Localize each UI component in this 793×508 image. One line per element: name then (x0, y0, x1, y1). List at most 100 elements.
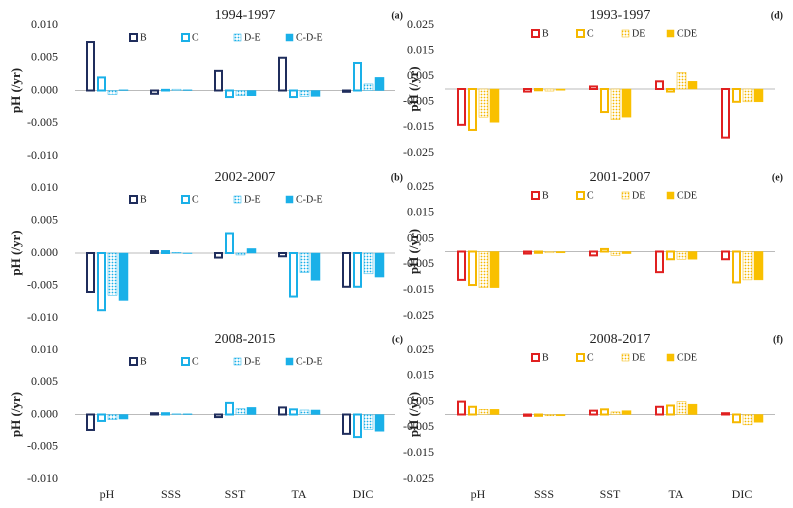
bar (655, 405, 664, 416)
bar (555, 251, 566, 254)
bar (687, 251, 698, 260)
bar (107, 90, 118, 95)
y-axis-label: pH (/yr) (406, 66, 421, 111)
bar (732, 88, 741, 103)
legend-swatch (531, 191, 540, 200)
bar (289, 252, 298, 298)
bar (235, 408, 246, 415)
y-tick-label: 0.000 (31, 406, 58, 420)
x-tick-label: DIC (353, 487, 374, 501)
bar (666, 88, 675, 93)
bar (489, 251, 500, 288)
bar (363, 252, 374, 275)
bar (610, 251, 621, 256)
y-tick-label: 0.000 (31, 82, 58, 96)
y-tick-label: 0.010 (31, 180, 58, 194)
bar (235, 90, 246, 96)
bar (742, 414, 753, 426)
bar (225, 401, 234, 416)
legend-swatch (285, 195, 294, 204)
bar (161, 88, 170, 92)
bar (161, 250, 170, 255)
y-tick-label: -0.015 (403, 445, 434, 459)
bar (721, 250, 730, 261)
y-tick-label: 0.025 (407, 342, 434, 356)
bar (171, 413, 182, 415)
x-tick-label: TA (291, 487, 306, 501)
legend-label: C-D-E (296, 194, 323, 205)
bar (523, 413, 532, 417)
bar (555, 414, 566, 417)
bar (742, 88, 753, 103)
bar (289, 89, 298, 99)
bar (732, 413, 741, 424)
bar (118, 414, 129, 420)
y-tick-label: 0.025 (407, 179, 434, 193)
legend-label: DE (632, 352, 645, 363)
bar (655, 80, 664, 90)
y-tick-label: -0.010 (27, 148, 58, 162)
bar (97, 413, 106, 422)
bar (214, 413, 223, 419)
legend-swatch (576, 29, 585, 38)
bar (171, 88, 182, 91)
legend-label: C (192, 194, 199, 205)
legend-label: CDE (677, 352, 697, 363)
legend-label: CDE (677, 28, 697, 39)
legend-swatch (129, 195, 138, 204)
bar (600, 88, 609, 114)
bar (278, 406, 287, 416)
chart-title: 2002-2007 (215, 170, 276, 185)
panel-label: (c) (392, 334, 403, 345)
legend-swatch (621, 29, 630, 38)
bar (353, 252, 362, 288)
bar (523, 250, 532, 255)
legend-swatch (285, 357, 294, 366)
bar (621, 88, 632, 118)
bar (621, 251, 632, 254)
y-tick-label: -0.005 (403, 419, 434, 433)
legend-label: C-D-E (296, 356, 323, 367)
legend-label: B (542, 28, 549, 39)
y-tick-label: -0.005 (27, 115, 58, 129)
bar (150, 412, 159, 416)
y-tick-label: 0.015 (407, 368, 434, 382)
y-axis-label: pH (/yr) (8, 68, 23, 113)
legend-swatch (666, 353, 675, 362)
bar (687, 81, 698, 90)
bar (666, 250, 675, 261)
legend-label: C (587, 352, 594, 363)
y-tick-label: -0.005 (403, 94, 434, 108)
legend-label: DE (632, 28, 645, 39)
bar (86, 41, 95, 92)
bar (363, 414, 374, 430)
legend-swatch (233, 357, 242, 366)
x-tick-label: SSS (161, 487, 181, 501)
legend-label: B (140, 194, 147, 205)
bar (374, 414, 385, 432)
bar (555, 88, 566, 91)
legend-swatch (181, 33, 190, 42)
bar (610, 411, 621, 415)
bar (171, 252, 182, 254)
bar (732, 250, 741, 284)
bar (214, 252, 223, 259)
legend-swatch (129, 33, 138, 42)
bar (246, 248, 257, 254)
bar (150, 89, 159, 95)
y-tick-label: 0.015 (407, 42, 434, 56)
legend-label: CDE (677, 190, 697, 201)
y-tick-label: -0.010 (27, 471, 58, 485)
bar (299, 90, 310, 97)
bar (621, 410, 632, 415)
bar (353, 413, 362, 439)
bar (753, 414, 764, 423)
y-axis-label: pH (/yr) (8, 392, 23, 437)
panel-label: (d) (771, 10, 783, 21)
chart-title: 1994-1997 (215, 8, 276, 23)
bar (161, 412, 170, 416)
y-tick-label: 0.005 (31, 50, 58, 64)
legend-label: C (192, 356, 199, 367)
legend-label: D-E (244, 194, 261, 205)
